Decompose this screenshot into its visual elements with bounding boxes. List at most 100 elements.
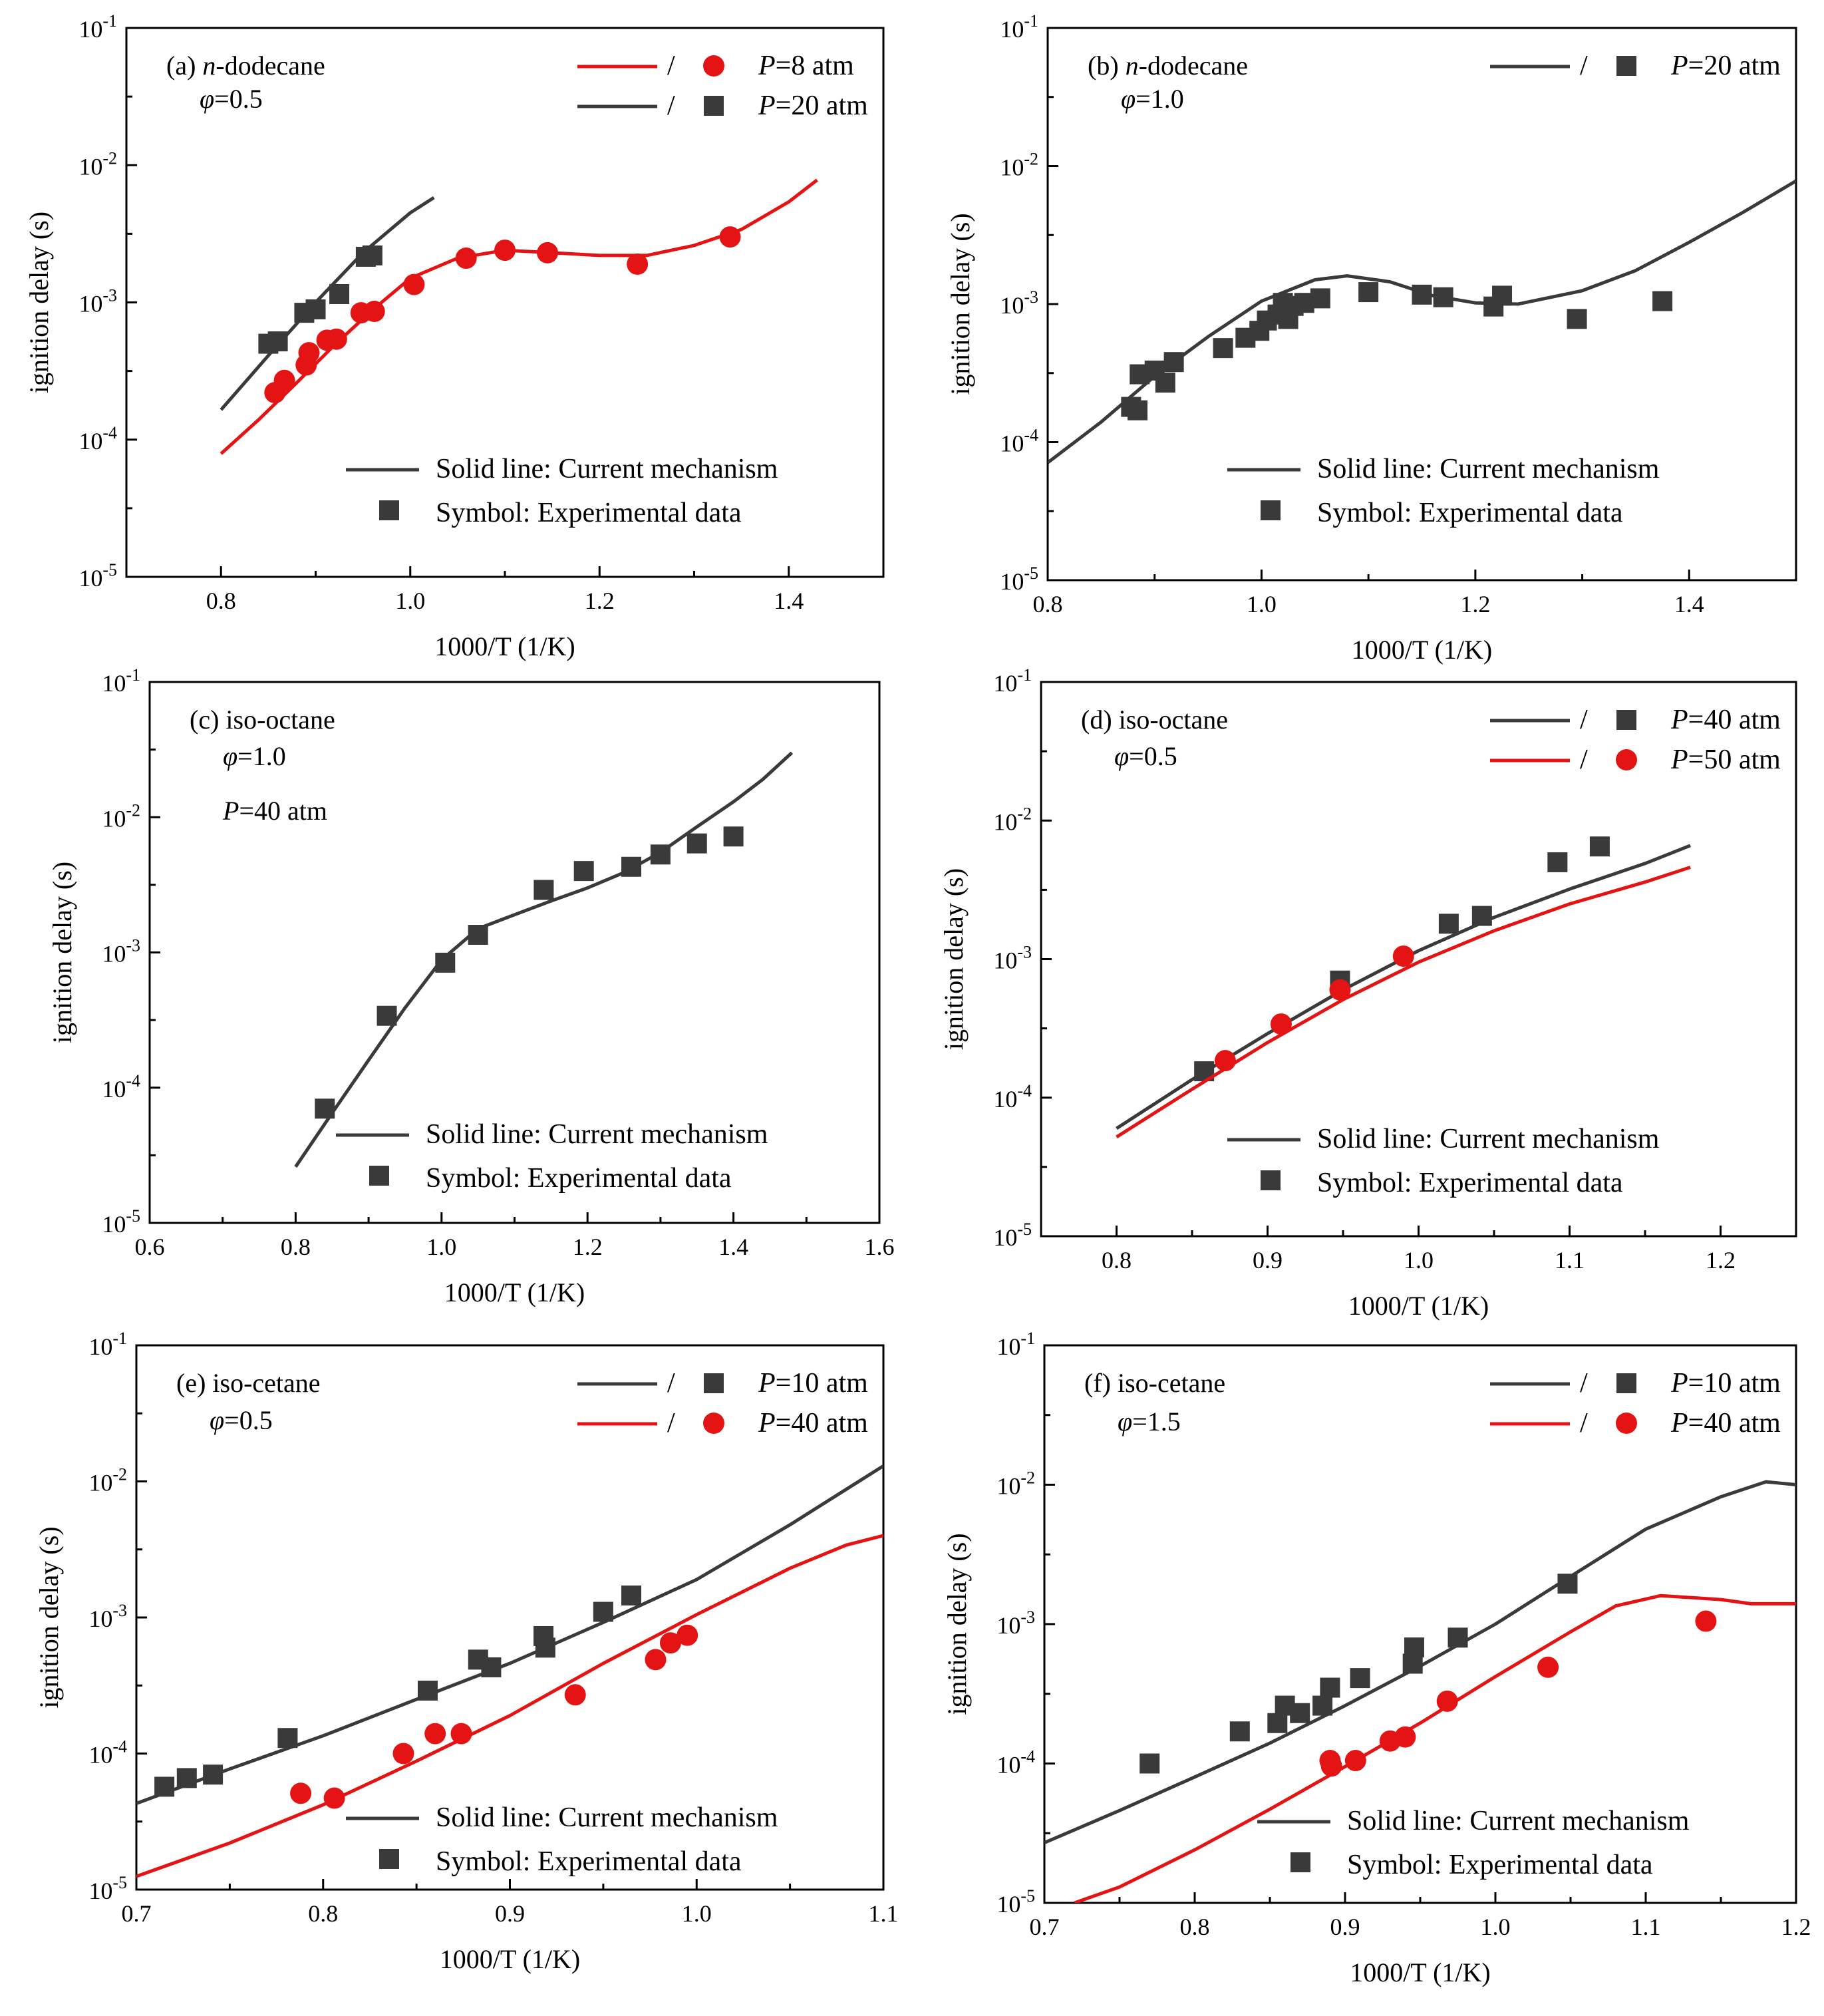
legend-marker (703, 1413, 724, 1434)
y-tick-label: 10-1 (993, 665, 1032, 697)
bottom-legend-line-label: Solid line: Current mechanism (436, 454, 778, 484)
x-tick-label: 1.2 (573, 1234, 603, 1260)
panel-label: (c) iso-octane (190, 705, 335, 735)
experiment-point (1358, 282, 1379, 303)
x-tick-label: 1.2 (1781, 1914, 1811, 1940)
legend-separator: / (667, 51, 675, 81)
y-axis-title: ignition delay (s) (945, 213, 975, 395)
experiment-point (176, 1768, 197, 1788)
experiment-point (1229, 1721, 1250, 1742)
model-line-p-50-atm (1116, 866, 1691, 1139)
y-axis-title: ignition delay (s) (942, 1533, 972, 1715)
experiment-point (1436, 1690, 1458, 1712)
bottom-legend-symbol-swatch (1261, 500, 1281, 520)
x-tick-label: 1.0 (682, 1900, 712, 1927)
experiment-point (645, 1649, 667, 1671)
panel-e: 0.7 0.8 0.9 1.0 1.1 10-5 10-4 10-3 10-2 10-1 1000/… (34, 1329, 899, 1974)
y-tick-label: 10-3 (88, 1601, 127, 1632)
y-tick-label: 10-4 (102, 1071, 140, 1102)
experiment-point (1320, 1677, 1340, 1698)
x-tick-label: 0.8 (206, 588, 236, 614)
bottom-legend-symbol-label: Symbol: Experimental data (1317, 1168, 1623, 1198)
experiment-point (564, 1684, 586, 1706)
experiment-point (1312, 1695, 1333, 1716)
experiment-point (627, 253, 649, 275)
y-tick-label: 10-5 (102, 1206, 140, 1238)
experiment-point (1404, 1637, 1424, 1658)
y-tick-label: 10-2 (102, 800, 140, 832)
y-tick-label: 10-5 (993, 1220, 1032, 1251)
experiment-point (686, 833, 707, 854)
x-axis-title: 1000/T (1/K) (440, 1944, 580, 1974)
experiment-point (723, 826, 744, 847)
panel-d: 0.8 0.9 1.0 1.1 1.2 10-5 10-4 10-3 10-2 10-1 1000/… (939, 665, 1797, 1321)
experiment-point (593, 1601, 613, 1622)
x-tick-label: 1.4 (774, 588, 804, 614)
y-tick-label: 10-1 (88, 1329, 127, 1360)
x-tick-label: 1.0 (1404, 1247, 1434, 1273)
legend-marker (1616, 1373, 1636, 1393)
experiment-point (1213, 338, 1233, 359)
x-tick-label: 1.1 (869, 1900, 899, 1927)
bottom-legend-symbol-swatch (379, 1849, 399, 1869)
experiment-point (1392, 945, 1414, 967)
y-tick-label: 10-2 (1000, 150, 1038, 181)
experiment-point (1438, 914, 1459, 934)
model-line-p-40-atm (136, 1534, 883, 1878)
y-tick-label: 10-5 (88, 1873, 127, 1904)
experiment-point (1471, 906, 1492, 926)
experiment-point (1589, 836, 1610, 857)
legend-separator: / (1580, 705, 1588, 735)
model-line-p-40-atm (1116, 844, 1692, 1130)
experiment-point (392, 1743, 414, 1764)
experiment-point (650, 844, 671, 865)
legend-separator: / (667, 90, 675, 121)
experiment-point (719, 226, 741, 248)
experiment-point (481, 1657, 502, 1677)
y-tick-label: 10-4 (1000, 426, 1038, 457)
bottom-legend-symbol-swatch (369, 1166, 389, 1186)
x-tick-label: 0.6 (135, 1234, 165, 1260)
y-tick-label: 10-1 (102, 665, 140, 697)
experiment-point (273, 369, 295, 391)
experiment-point (1412, 284, 1432, 305)
legend-separator: / (667, 1408, 675, 1438)
bottom-legend-line-label: Solid line: Current mechanism (1317, 454, 1660, 484)
x-tick-label: 0.8 (308, 1900, 338, 1927)
experiment-point (362, 245, 382, 265)
y-axis-title: ignition delay (s) (939, 868, 969, 1050)
bottom-legend-line-label: Solid line: Current mechanism (1317, 1124, 1660, 1154)
bottom-legend-symbol-label: Symbol: Experimental data (426, 1163, 732, 1194)
legend-separator: / (1580, 745, 1588, 775)
experiment-point (677, 1624, 698, 1646)
experiment-point (450, 1723, 472, 1745)
condition-label: φ=1.0 (1121, 84, 1184, 114)
panel-label: (e) iso-cetane (176, 1368, 321, 1398)
model-line-p-10-atm (136, 1464, 883, 1805)
experiment-point (537, 242, 559, 263)
x-tick-label: 1.0 (1247, 591, 1277, 617)
experiment-point (154, 1776, 175, 1797)
y-axis-title: ignition delay (s) (24, 212, 54, 393)
experiment-point (203, 1764, 224, 1785)
experiment-point (1214, 1050, 1236, 1072)
x-axis-title: 1000/T (1/K) (1348, 1291, 1489, 1321)
legend-marker (703, 55, 724, 77)
x-axis-title: 1000/T (1/K) (434, 631, 575, 661)
experiment-point (1492, 285, 1513, 306)
x-tick-label: 1.6 (865, 1234, 895, 1260)
experiment-point (277, 1728, 298, 1749)
experiment-point (1695, 1610, 1717, 1632)
condition-label: φ=0.5 (200, 84, 263, 114)
experiment-point (494, 240, 516, 261)
experiment-point (621, 1586, 641, 1606)
x-tick-label: 0.8 (1033, 591, 1063, 617)
bottom-legend-symbol-label: Symbol: Experimental data (436, 498, 742, 528)
bottom-legend-line-label: Solid line: Current mechanism (426, 1119, 768, 1150)
legend-marker (1616, 56, 1636, 76)
experiment-point (621, 856, 642, 877)
y-tick-label: 10-4 (88, 1737, 127, 1768)
y-tick-label: 10-2 (993, 804, 1032, 835)
experiment-point (323, 1787, 345, 1809)
